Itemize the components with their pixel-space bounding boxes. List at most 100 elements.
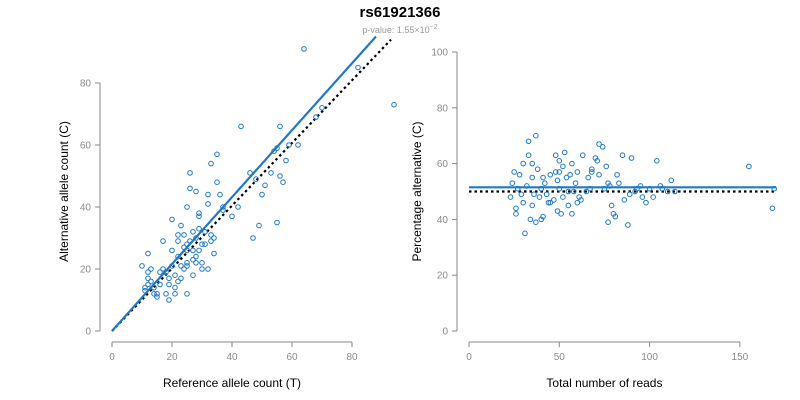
chart1-data-point: [193, 188, 199, 195]
chart2-data-point: [587, 185, 593, 192]
chart2-data-point: [650, 194, 657, 200]
chart1-data-point: [259, 191, 265, 198]
chart1-reference-line: [111, 38, 392, 332]
chart1-data-point: [283, 157, 289, 164]
chart1-data-point: [301, 46, 307, 52]
chart2-x-tick-label: 100: [641, 352, 658, 363]
chart1-data-point: [274, 219, 280, 226]
chart1-y-tick-label: 80: [80, 79, 92, 90]
chart1-data-point: [157, 281, 163, 288]
chart2-data-point: [612, 213, 619, 220]
chart1-data-point: [208, 238, 214, 244]
chart1-data-point: [169, 247, 175, 254]
chart1-data-point: [145, 250, 151, 257]
chart1-data-point: [193, 235, 199, 241]
chart1-data-point: [145, 269, 151, 275]
chart1-data-point: [166, 275, 172, 282]
chart2-data-point: [545, 199, 552, 206]
chart2-data-point: [565, 188, 572, 195]
chart2-data-point: [769, 205, 776, 212]
chart1-data-point: [262, 182, 268, 189]
subtitle-prefix: p-value: 1.55×10: [362, 25, 430, 35]
chart1-data-point: [175, 253, 181, 260]
chart2-data-point: [552, 169, 559, 175]
chart1-data-point: [196, 210, 202, 216]
chart1-data-point: [145, 275, 151, 282]
chart2-data-point: [579, 152, 586, 159]
chart2-data-point: [561, 149, 568, 156]
chart2-data-point: [634, 185, 640, 192]
chart2-data-point: [599, 144, 606, 150]
chart1-data-point: [181, 266, 187, 272]
chart2-x-tick-label: 50: [554, 352, 566, 363]
chart1-fit-line: [111, 35, 377, 332]
chart2-data-point: [516, 171, 523, 178]
chart2-data-point: [554, 177, 561, 184]
chart2-data-point: [547, 171, 554, 178]
chart2-x-tick-label: 150: [732, 352, 749, 363]
chart1-data-point: [184, 204, 190, 210]
chart1-data-point: [355, 64, 361, 71]
chart2-y-tick-label: 40: [437, 215, 449, 226]
chart2-data-point: [578, 197, 584, 203]
chart2-data-point: [603, 163, 610, 170]
chart2-data-point: [560, 194, 566, 200]
chart1-data-point: [202, 241, 208, 247]
chart1-data-point: [181, 232, 187, 238]
chart2-data-point: [625, 222, 631, 228]
chart1-data-point: [148, 278, 154, 285]
chart1-data-point: [166, 297, 172, 303]
chart2-data-point: [589, 166, 595, 172]
chart2-y-tick-label: 80: [437, 103, 449, 114]
chart2-data-point: [529, 202, 536, 209]
chart1-data-point: [205, 266, 211, 272]
chart2-data-point: [569, 160, 575, 167]
chart1-data-point: [274, 145, 280, 151]
chart2-data-point: [531, 191, 537, 198]
chart1-data-point: [163, 269, 169, 275]
chart2-data-point: [589, 169, 595, 175]
chart1-data-point: [220, 207, 226, 213]
chart1-data-point: [277, 123, 283, 130]
chart1-data-point: [253, 176, 259, 182]
chart2-data-point: [583, 188, 590, 195]
chart2-data-point: [520, 199, 526, 206]
chart-subtitle: p-value: 1.55×10−2: [0, 24, 800, 35]
chart1-x-tick-label: 0: [109, 352, 115, 363]
chart2-y-tick-label: 60: [437, 159, 449, 170]
chart1-data-point: [160, 266, 166, 272]
chart2-data-point: [616, 180, 622, 186]
chart2-data-point: [556, 169, 563, 175]
chart1-data-point: [178, 263, 184, 269]
chart1-data-point: [196, 225, 202, 232]
chart1-data-point: [271, 148, 277, 154]
chart1-data-point: [178, 275, 184, 282]
chart1-data-point: [208, 232, 214, 238]
chart1-x-tick-label: 40: [226, 352, 238, 363]
chart2-plot: [452, 51, 777, 347]
chart1-data-point: [199, 260, 205, 266]
chart2-data-point: [672, 188, 678, 195]
chart1-data-point: [169, 263, 175, 269]
chart1-data-point: [175, 238, 181, 244]
chart1-data-point: [154, 291, 160, 297]
chart2-data-point: [585, 174, 591, 181]
chart1-data-point: [313, 114, 319, 120]
chart1-data-point: [214, 151, 220, 158]
chart1-data-point: [268, 170, 274, 176]
chart1-data-point: [190, 247, 196, 254]
chart1-data-point: [184, 260, 190, 266]
chart2-data-point: [513, 211, 519, 217]
chart2-data-point: [511, 169, 517, 175]
chart1-data-point: [202, 229, 208, 235]
chart2-data-point: [525, 138, 532, 145]
chart1-data-point: [151, 284, 157, 291]
chart1-data-point: [190, 256, 196, 263]
chart1-data-point: [181, 244, 187, 251]
chart2-data-point: [523, 183, 530, 189]
chart1-x-tick-label: 20: [166, 352, 178, 363]
chart2-data-point: [509, 180, 516, 186]
chart1-data-point: [184, 291, 190, 297]
